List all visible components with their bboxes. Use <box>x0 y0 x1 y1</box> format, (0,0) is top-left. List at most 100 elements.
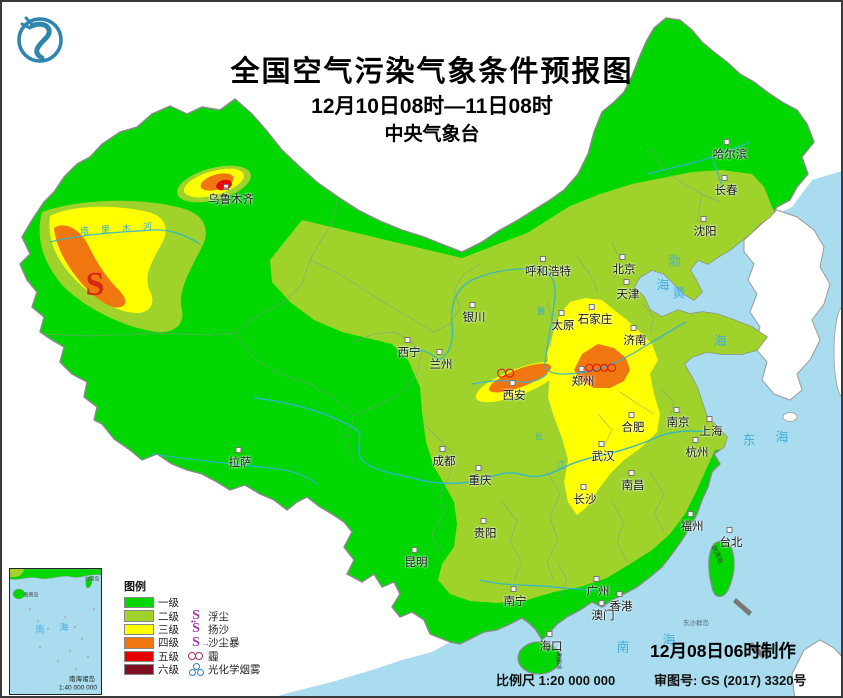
city-label: 澳门 <box>592 600 615 623</box>
map-label: 南海诸岛 <box>69 676 95 683</box>
legend-level-label: 六级 <box>158 664 179 677</box>
legend-level-label: 二级 <box>158 610 179 623</box>
city-label: 南昌 <box>622 470 645 493</box>
city-label: 拉萨 <box>229 447 252 470</box>
inset-mainland-l2 <box>10 569 24 578</box>
map-label: 黄 <box>672 285 686 301</box>
map-label: 海 <box>775 429 789 445</box>
legend: 图例 一级 二级 S 浮尘三级 •• S 扬沙四级 S → 沙尘暴五级 霾六级 光化学烟雾 <box>122 577 278 680</box>
jeju-island <box>782 412 798 422</box>
legend-symbol-icon: S <box>192 608 200 624</box>
map-label: 海南岛 <box>554 651 561 669</box>
map-label: 黄 <box>536 306 546 317</box>
city-label: 长沙 <box>574 484 597 507</box>
legend-row: 六级 光化学烟雾 <box>124 663 274 676</box>
city-label: 天津 <box>617 279 640 302</box>
legend-symbol-label: 扬沙 <box>208 623 229 636</box>
city-label: 银川 <box>463 302 486 325</box>
legend-swatch <box>124 623 154 636</box>
city-label: 南宁 <box>504 586 527 609</box>
map-label: 海 <box>656 277 670 293</box>
city-label: 上海 <box>700 416 723 439</box>
ryukyu-islands <box>733 598 766 659</box>
hainan-island <box>517 641 561 675</box>
city-label: 成都 <box>433 446 456 469</box>
dust-symbol: S <box>85 266 105 303</box>
legend-row: 二级 S 浮尘 <box>124 608 274 624</box>
inset-hainan <box>12 588 26 600</box>
production-time: 12月08日06时制作 <box>650 641 796 661</box>
legend-level-label: 三级 <box>158 623 179 636</box>
city-label: 太原 <box>552 310 575 333</box>
city-label: 西宁 <box>398 337 421 360</box>
city-label: 哈尔滨 <box>713 139 747 162</box>
map-label: 南 <box>35 624 45 635</box>
map-label: 江 <box>556 460 566 471</box>
map-label: 海 <box>713 333 727 349</box>
approval-number: 审图号: GS (2017) 3320号 <box>654 673 807 688</box>
city-label: 合肥 <box>622 412 645 435</box>
map-label: 海南岛 <box>23 592 39 599</box>
city-label: 长春 <box>715 175 738 198</box>
japan-islands <box>833 307 841 397</box>
city-label: 海口 <box>540 631 563 654</box>
legend-level-label: 五级 <box>158 650 179 663</box>
city-label: 郑州 <box>572 366 595 389</box>
map-label: 南 <box>616 639 630 655</box>
city-label: 西安 <box>503 380 526 403</box>
legend-swatch <box>124 610 154 622</box>
legend-swatch <box>124 596 154 609</box>
city-label: 石家庄 <box>578 304 612 327</box>
city-label: 贵阳 <box>474 518 497 541</box>
legend-level-label: 四级 <box>158 637 179 650</box>
legend-row: 五级 霾 <box>124 650 274 663</box>
city-label: 武汉 <box>592 441 615 464</box>
map-label: 海 <box>662 632 676 648</box>
legend-symbol-label: 浮尘 <box>208 610 229 623</box>
city-label: 福州 <box>681 511 704 534</box>
province-borders <box>36 146 721 595</box>
map-label: 台湾岛 <box>84 576 100 583</box>
city-label: 乌鲁木齐 <box>208 184 254 207</box>
inset-mainland <box>10 569 101 580</box>
city-label: 兰州 <box>430 349 453 372</box>
city-label: 重庆 <box>469 465 492 488</box>
forecast-period: 12月10日08时—11日08时 <box>311 95 553 118</box>
map-label: 东 <box>742 432 756 448</box>
legend-symbol-icon <box>184 650 208 663</box>
city-label: 北京 <box>613 254 636 277</box>
legend-swatch <box>124 650 154 662</box>
haze-symbol <box>217 182 230 190</box>
city-label: 昆明 <box>405 547 428 570</box>
inset-map-south-china-sea <box>9 568 102 695</box>
legend-swatch <box>124 663 154 676</box>
legend-title: 图例 <box>124 581 146 593</box>
city-label: 呼和浩特 <box>525 256 571 279</box>
region-level4-west-xinjiang <box>54 225 126 308</box>
map-label: 长 <box>534 431 544 442</box>
legend-symbol-icon: •• S <box>191 618 200 637</box>
taiwan-island <box>708 540 735 597</box>
legend-symbol-label: 霾 <box>208 650 219 663</box>
city-label: 南京 <box>667 407 690 430</box>
agency-name: 中央气象台 <box>384 124 480 145</box>
legend-swatch <box>124 637 154 649</box>
city-label: 台北 <box>720 527 743 550</box>
legend-symbol-label: 光化学烟雾 <box>208 664 261 677</box>
region-level3-central <box>547 298 660 515</box>
legend-symbol-icon <box>184 663 208 677</box>
legend-row: 四级 S → 沙尘暴 <box>124 634 274 650</box>
legend-symbol-icon: S → <box>192 634 210 650</box>
map-scale: 比例尺 1:20 000 000 <box>496 673 616 688</box>
city-label: 香港 <box>610 591 633 614</box>
legend-symbol-label: 沙尘暴 <box>208 637 240 650</box>
legend-row: 一级 <box>124 596 274 609</box>
haze-symbol <box>497 368 514 378</box>
city-label: 杭州 <box>686 437 709 460</box>
map-label: 1:40 000 000 <box>59 684 97 692</box>
rivers <box>49 141 751 592</box>
korea-landmass <box>743 209 831 401</box>
inset-islands <box>28 607 96 671</box>
haze-symbol <box>585 363 616 373</box>
city-label: 济南 <box>624 325 647 348</box>
